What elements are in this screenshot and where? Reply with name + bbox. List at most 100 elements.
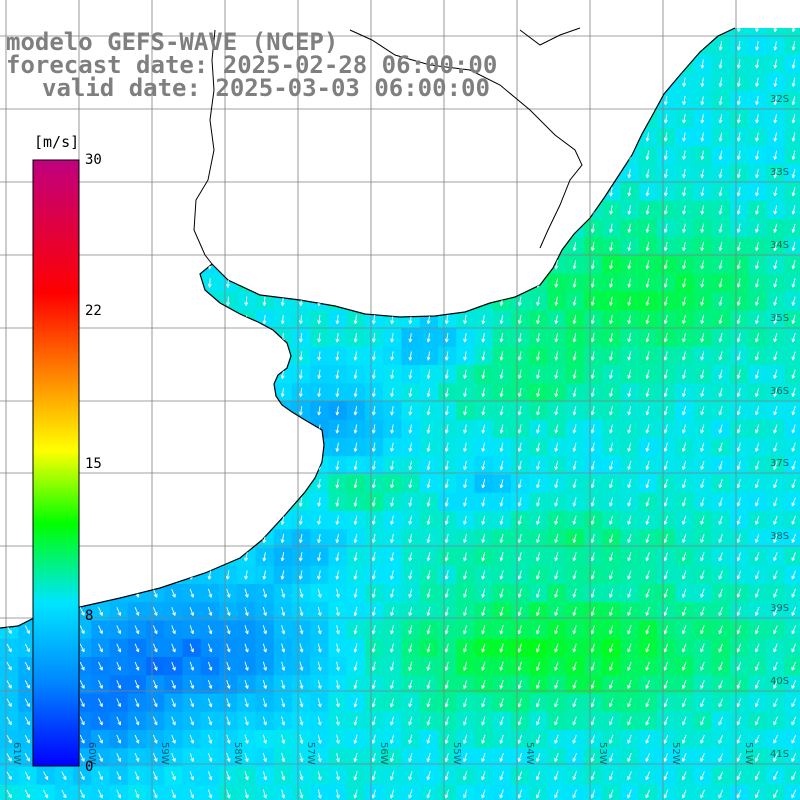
wind-arrow [609, 625, 614, 635]
wind-cell [164, 310, 184, 330]
wind-arrow [536, 552, 541, 562]
wind-arrow [444, 661, 449, 671]
wind-arrow [645, 661, 650, 671]
wind-arrow [590, 406, 595, 416]
wind-cell [474, 273, 494, 293]
wind-arrow [517, 588, 522, 598]
wind-arrow [463, 28, 468, 33]
wind-arrow [116, 387, 121, 398]
wind-arrow [718, 497, 723, 507]
wind-arrow [207, 570, 212, 580]
wind-arrow [627, 661, 632, 671]
wind-arrow [645, 753, 651, 762]
wind-arrow [444, 460, 449, 471]
wind-arrow [645, 460, 650, 471]
wind-cell [529, 255, 549, 275]
wind-arrow [298, 442, 303, 452]
wind-cell [91, 328, 111, 348]
wind-arrow [371, 424, 376, 434]
wind-cell [474, 146, 494, 165]
wind-cell [0, 492, 19, 512]
wind-arrow [262, 625, 267, 635]
wind-cell [237, 328, 257, 348]
wind-cell [0, 0, 19, 19]
wind-arrow [280, 424, 285, 434]
wind-arrow [171, 570, 176, 580]
wind-arrow [225, 479, 230, 489]
wind-arrow [244, 625, 249, 635]
wind-arrow [371, 296, 376, 306]
wind-arrow [43, 771, 49, 780]
wind-arrow [517, 187, 522, 197]
wind-arrow [682, 570, 687, 580]
wind-cell [310, 164, 330, 184]
wind-arrow [536, 588, 541, 598]
wind-arrow [25, 406, 30, 416]
wind-cell [784, 748, 800, 768]
wind-arrow [736, 625, 742, 635]
wind-arrow [572, 223, 577, 233]
wind-arrow [24, 661, 30, 671]
wind-arrow [7, 223, 12, 233]
wind-cell [127, 109, 147, 129]
wind-arrow [426, 752, 431, 763]
wind-arrow [189, 260, 194, 270]
wind-arrow [481, 771, 486, 781]
wind-arrow [773, 771, 778, 781]
wind-cell [255, 200, 275, 220]
wind-arrow [317, 241, 322, 252]
wind-arrow [645, 59, 650, 69]
wind-arrow [7, 114, 12, 124]
wind-arrow [536, 789, 541, 799]
wind-cell [91, 127, 111, 147]
wind-arrow [262, 132, 267, 142]
wind-arrow [43, 789, 49, 799]
wind-arrow [481, 114, 486, 124]
wind-cell [255, 219, 275, 238]
wind-arrow [517, 752, 523, 762]
wind-arrow [98, 351, 103, 361]
lon-label-52w: 52W [670, 742, 681, 765]
wind-arrow [244, 606, 249, 617]
wind-cell [109, 346, 129, 366]
wind-arrow [335, 533, 340, 544]
wind-arrow [590, 223, 595, 233]
wind-cell [182, 365, 202, 384]
wind-arrow [754, 771, 760, 781]
wind-arrow [280, 132, 285, 142]
wind-arrow [171, 223, 176, 233]
wind-arrow [353, 643, 358, 653]
wind-cell [529, 0, 548, 19]
wind-arrow [718, 753, 724, 762]
wind-arrow [463, 734, 468, 744]
wind-cell [584, 127, 603, 147]
wind-arrow [317, 187, 322, 197]
wind-cell [128, 0, 147, 19]
wind-arrow [572, 497, 577, 507]
wind-arrow [244, 387, 249, 398]
wind-arrow [700, 95, 705, 106]
wind-arrow [773, 168, 778, 179]
wind-arrow [25, 314, 30, 325]
wind-arrow [609, 497, 614, 507]
wind-arrow [408, 789, 413, 799]
wind-arrow [6, 680, 12, 689]
wind-arrow [225, 570, 230, 580]
wind-arrow [244, 460, 249, 471]
wind-arrow [682, 387, 687, 397]
wind-arrow [463, 752, 468, 762]
wind-cell [438, 255, 457, 275]
wind-arrow [682, 625, 687, 635]
wind-cell [201, 0, 220, 19]
wind-arrow [299, 771, 304, 781]
wind-arrow [700, 661, 705, 671]
wind-cell [146, 146, 165, 165]
wind-arrow [116, 552, 121, 562]
wind-arrow [627, 387, 632, 397]
wind-arrow [353, 187, 358, 197]
wind-cell [182, 255, 202, 275]
wind-arrow [627, 41, 632, 51]
wind-arrow [718, 369, 723, 379]
wind-arrow [590, 734, 596, 744]
wind-cell [127, 547, 147, 567]
